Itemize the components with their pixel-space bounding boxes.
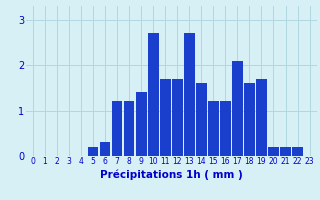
- Bar: [172, 79, 183, 156]
- X-axis label: Précipitations 1h ( mm ): Précipitations 1h ( mm ): [100, 169, 243, 180]
- Bar: [280, 147, 291, 156]
- Bar: [112, 101, 123, 156]
- Bar: [124, 101, 134, 156]
- Bar: [268, 147, 279, 156]
- Bar: [136, 92, 147, 156]
- Bar: [196, 83, 207, 156]
- Bar: [292, 147, 303, 156]
- Bar: [232, 61, 243, 156]
- Bar: [244, 83, 255, 156]
- Bar: [220, 101, 231, 156]
- Bar: [208, 101, 219, 156]
- Bar: [148, 33, 159, 156]
- Bar: [184, 33, 195, 156]
- Bar: [88, 147, 99, 156]
- Bar: [160, 79, 171, 156]
- Bar: [256, 79, 267, 156]
- Bar: [100, 142, 110, 156]
